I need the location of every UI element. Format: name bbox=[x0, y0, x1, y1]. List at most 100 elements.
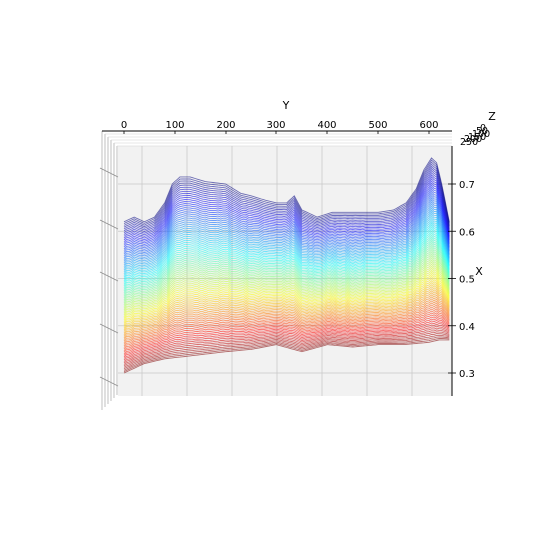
surface-line bbox=[123, 219, 450, 276]
surface-line bbox=[123, 259, 450, 309]
surface-line bbox=[123, 251, 450, 302]
surface-line bbox=[123, 221, 450, 278]
surface-line bbox=[123, 308, 450, 348]
x-tick-label: 200 bbox=[464, 134, 482, 145]
side-grid-stub bbox=[99, 167, 119, 178]
surface-line bbox=[123, 236, 450, 290]
surface-line bbox=[123, 288, 450, 332]
y-ticks: 0 100 200 300 400 500 600 bbox=[121, 120, 439, 134]
surface-line bbox=[123, 273, 450, 321]
surface-line bbox=[123, 304, 450, 345]
surface-line bbox=[123, 271, 450, 319]
surface-line bbox=[123, 319, 450, 358]
surface-line bbox=[123, 329, 450, 365]
surface-line bbox=[123, 240, 450, 294]
side-grid-stub bbox=[99, 219, 119, 230]
surface-line bbox=[123, 171, 450, 235]
surface-line bbox=[123, 338, 450, 373]
surface-line bbox=[123, 238, 450, 292]
surface-line bbox=[123, 213, 450, 271]
surface-line bbox=[123, 157, 450, 223]
surface-line bbox=[123, 339, 450, 374]
surface-line bbox=[123, 174, 450, 237]
surface-line bbox=[123, 323, 450, 361]
surface-line bbox=[123, 327, 450, 364]
surface-line bbox=[123, 226, 450, 281]
surface-line bbox=[123, 167, 450, 232]
side-grid-stub bbox=[99, 271, 119, 282]
surface-line bbox=[123, 334, 450, 370]
x-tick-label: 100 bbox=[472, 129, 490, 140]
surface-line bbox=[123, 312, 450, 352]
surface-line bbox=[123, 209, 450, 267]
surface-line bbox=[123, 242, 450, 295]
surface-line bbox=[123, 280, 450, 326]
surface-line bbox=[123, 201, 450, 260]
surface-line bbox=[123, 261, 450, 311]
surface-line bbox=[123, 228, 450, 283]
surface-line bbox=[123, 194, 450, 255]
surface-line bbox=[123, 165, 450, 230]
z-tick-label: 0.3 bbox=[459, 369, 475, 380]
surface-line bbox=[123, 286, 450, 331]
surface-line bbox=[123, 306, 450, 347]
surface-line bbox=[123, 253, 450, 304]
surface-line bbox=[123, 161, 450, 226]
x-axis-label: X bbox=[475, 265, 483, 278]
surface-line bbox=[123, 186, 450, 248]
surface-line bbox=[123, 318, 450, 356]
surface-mesh bbox=[123, 157, 450, 374]
surface-line bbox=[123, 290, 450, 334]
surface-line bbox=[123, 169, 450, 234]
surface-line bbox=[123, 302, 450, 343]
y-tick-label: 100 bbox=[165, 120, 184, 131]
surface-line bbox=[123, 230, 450, 285]
z-tick-label: 0.6 bbox=[459, 227, 475, 238]
surface-line bbox=[123, 215, 450, 273]
x-tick-label: 150 bbox=[468, 132, 486, 143]
surface-line bbox=[123, 197, 450, 257]
surface-line bbox=[123, 282, 450, 327]
surface-line bbox=[123, 248, 450, 300]
surface-line bbox=[123, 263, 450, 312]
z-ticks: 0.3 0.4 0.5 0.6 0.7 bbox=[448, 180, 475, 380]
x-tick-label: 250 bbox=[460, 137, 478, 148]
y-tick-label: 0 bbox=[121, 120, 127, 131]
z-tick-label: 0.5 bbox=[459, 275, 475, 286]
surface-line bbox=[123, 284, 450, 329]
surface-line bbox=[123, 188, 450, 250]
z-tick-label: 0.7 bbox=[459, 180, 475, 191]
y-tick-label: 600 bbox=[419, 120, 438, 131]
surface-line bbox=[123, 211, 450, 269]
surface-line bbox=[123, 184, 450, 246]
x-tick-label: 0 bbox=[480, 123, 486, 134]
y-axis-label: Y bbox=[282, 99, 290, 112]
surface-line bbox=[123, 246, 450, 299]
surface-line bbox=[123, 294, 450, 337]
x-tick-label: 50 bbox=[476, 126, 488, 137]
surface-line bbox=[123, 310, 450, 350]
z-axis-label: Z bbox=[488, 110, 496, 123]
surface-line bbox=[123, 265, 450, 314]
surface-line bbox=[123, 269, 450, 317]
surface-line bbox=[123, 203, 450, 262]
surface-line bbox=[123, 199, 450, 259]
surface-line bbox=[123, 333, 450, 368]
surface-line bbox=[123, 192, 450, 253]
surface-line bbox=[123, 207, 450, 266]
surface-line bbox=[123, 178, 450, 241]
surface-line bbox=[123, 275, 450, 322]
surface-line bbox=[123, 325, 450, 362]
side-grid-stub bbox=[99, 323, 119, 334]
surface-line bbox=[123, 300, 450, 342]
surface-line bbox=[123, 176, 450, 239]
y-tick-label: 500 bbox=[368, 120, 387, 131]
surface-line bbox=[123, 190, 450, 251]
surface-line bbox=[123, 321, 450, 359]
surface-line bbox=[123, 257, 450, 307]
surface-line bbox=[123, 336, 450, 371]
surface-line bbox=[123, 331, 450, 367]
y-tick-label: 200 bbox=[216, 120, 235, 131]
surface-line bbox=[123, 205, 450, 264]
